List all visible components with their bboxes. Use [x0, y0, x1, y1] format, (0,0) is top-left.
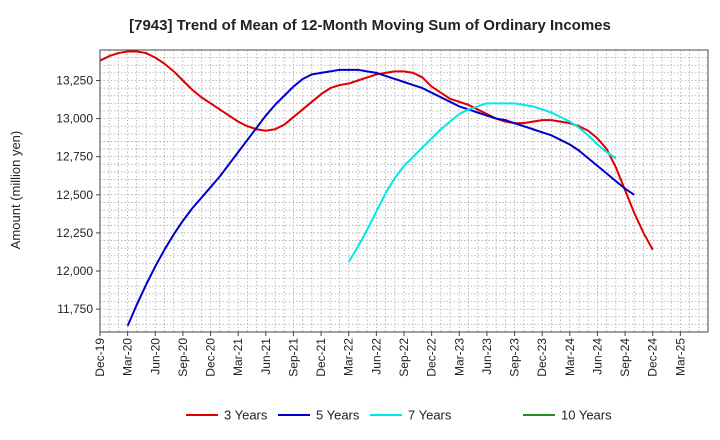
y-tick-label: 12,500 — [56, 188, 93, 202]
x-tick-label: Dec-20 — [204, 338, 218, 377]
x-tick-label: Dec-21 — [314, 338, 328, 377]
y-tick-label: 13,250 — [56, 73, 93, 87]
x-tick-label: Dec-19 — [93, 338, 107, 377]
chart-title: [7943] Trend of Mean of 12-Month Moving … — [129, 17, 611, 34]
x-tick-label: Sep-24 — [618, 338, 632, 377]
series-lines — [99, 50, 654, 327]
y-tick-label: 12,750 — [56, 150, 93, 164]
x-tick-label: Mar-22 — [342, 338, 356, 376]
series-line-5-years — [126, 68, 635, 327]
legend: 3 Years 5 Years 7 Years 10 Years — [186, 408, 612, 423]
x-tick-label: Sep-20 — [176, 338, 190, 377]
y-tick-label: 11,750 — [57, 302, 93, 316]
x-tick-label: Sep-23 — [508, 338, 522, 377]
x-axis-ticks: Dec-19 Mar-20 Jun-20 Sep-20 Dec-20 Mar-21 Jun-… — [93, 332, 687, 377]
x-tick-label: Jun-24 — [590, 338, 604, 375]
x-tick-label: Mar-21 — [231, 338, 245, 376]
x-tick-label: Dec-22 — [425, 338, 439, 377]
y-tick-label: 12,000 — [56, 264, 93, 278]
x-tick-label: Mar-20 — [121, 338, 135, 376]
x-tick-label: Jun-21 — [259, 338, 273, 375]
x-tick-label: Mar-23 — [452, 338, 466, 376]
x-tick-label: Mar-25 — [673, 338, 687, 376]
legend-label: 7 Years — [408, 408, 452, 423]
x-tick-label: Jun-23 — [480, 338, 494, 375]
grid-lines — [99, 49, 709, 333]
legend-label: 5 Years — [316, 408, 360, 423]
y-axis-ticks: 11,750 12,000 12,250 12,500 12,750 13,000 13,2… — [56, 73, 100, 316]
x-tick-label: Sep-21 — [286, 338, 300, 377]
series-line-3-years — [99, 50, 654, 251]
x-tick-label: Mar-24 — [563, 338, 577, 376]
x-tick-label: Jun-22 — [369, 338, 383, 375]
x-tick-label: Dec-24 — [646, 338, 660, 377]
x-tick-label: Sep-22 — [397, 338, 411, 377]
legend-label: 10 Years — [561, 408, 612, 423]
x-tick-label: Jun-20 — [148, 338, 162, 375]
series-line-7-years — [347, 102, 617, 263]
x-tick-label: Dec-23 — [535, 338, 549, 377]
y-tick-label: 13,000 — [56, 112, 93, 126]
legend-label: 3 Years — [224, 408, 268, 423]
y-axis-label: Amount (million yen) — [8, 131, 23, 250]
y-tick-label: 12,250 — [56, 226, 93, 240]
